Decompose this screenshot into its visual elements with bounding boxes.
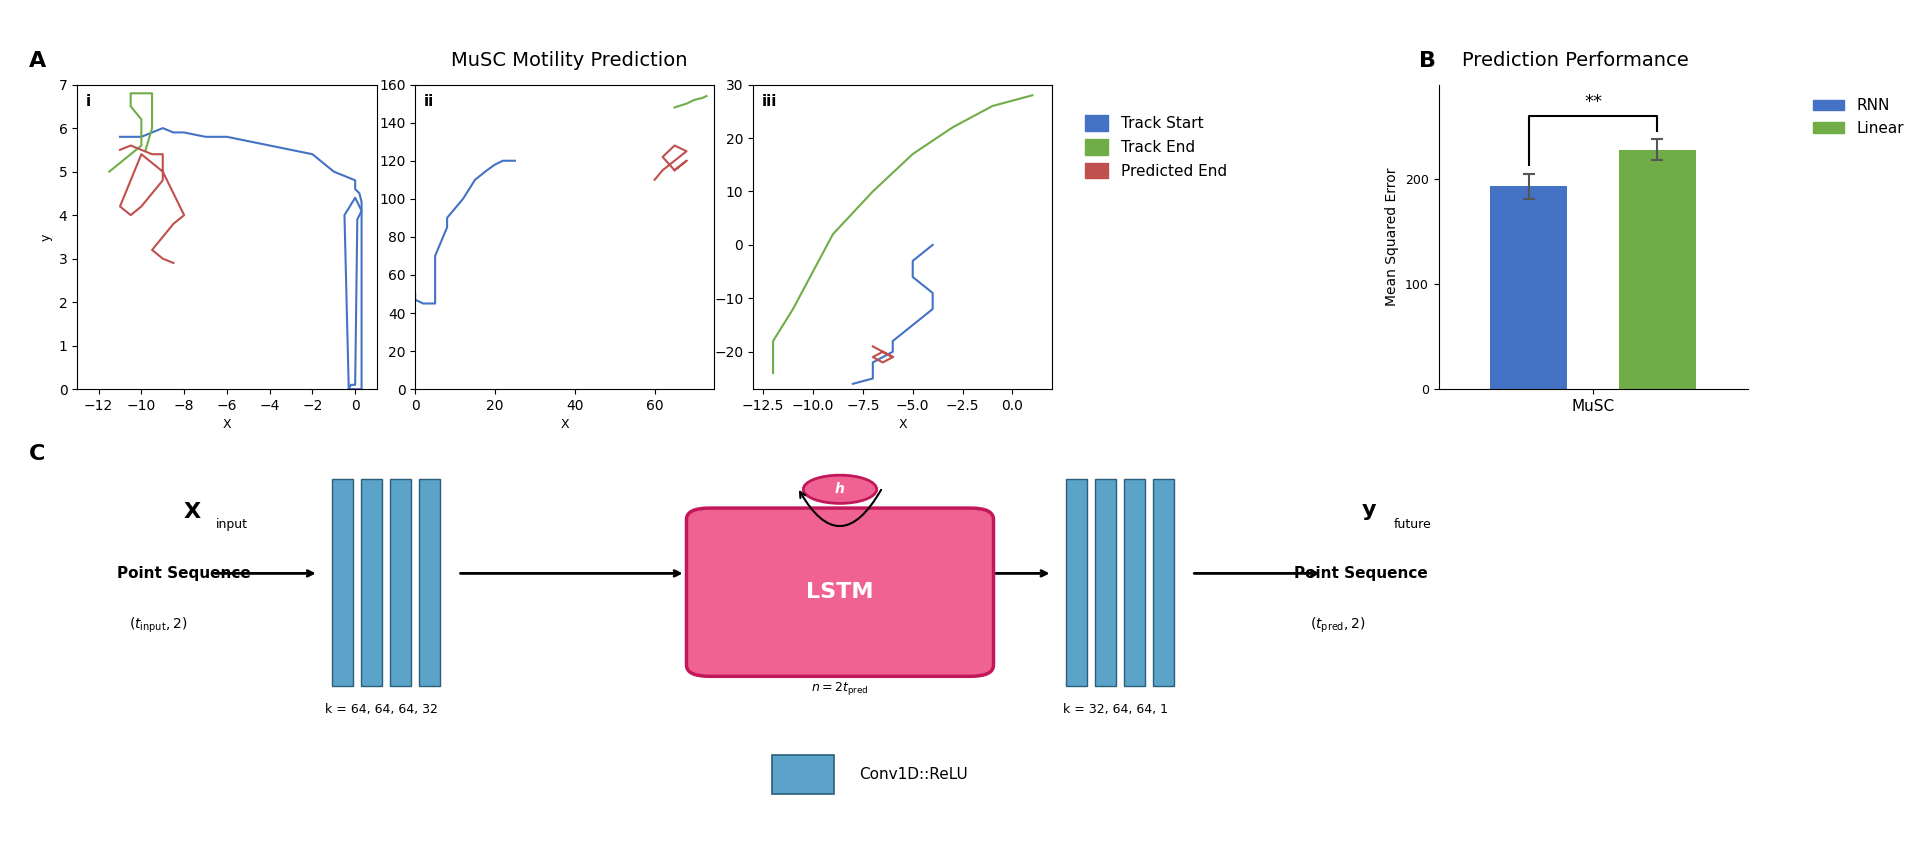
Text: B: B [1419,51,1436,71]
Text: Point Sequence: Point Sequence [116,566,251,581]
FancyBboxPatch shape [1065,480,1087,686]
Text: h: h [834,482,845,497]
FancyBboxPatch shape [772,755,834,794]
Text: MuSC Motility Prediction: MuSC Motility Prediction [452,51,687,69]
Text: **: ** [1583,93,1602,111]
FancyBboxPatch shape [390,480,411,686]
Text: $\mathbf{X}$: $\mathbf{X}$ [183,503,203,522]
FancyBboxPatch shape [332,480,353,686]
FancyBboxPatch shape [1094,480,1116,686]
X-axis label: X: X [560,419,569,431]
Text: input: input [216,518,249,531]
Ellipse shape [803,475,876,503]
Text: i: i [87,94,91,109]
Bar [1617,150,1695,389]
Text: C: C [29,444,44,464]
Text: iii: iii [762,94,778,109]
Text: Point Sequence: Point Sequence [1293,566,1428,581]
Text: $(t_{\rm pred}, 2)$: $(t_{\rm pred}, 2)$ [1310,615,1365,634]
Text: future: future [1393,518,1432,531]
Text: LSTM: LSTM [807,582,872,602]
Text: $\mathbf{y}$: $\mathbf{y}$ [1361,503,1376,522]
FancyBboxPatch shape [1123,480,1144,686]
FancyBboxPatch shape [687,508,992,676]
Text: Prediction Performance: Prediction Performance [1461,51,1687,69]
X-axis label: X: X [222,419,232,431]
Bar [1490,186,1567,389]
Text: ii: ii [425,94,434,109]
FancyBboxPatch shape [1152,480,1173,686]
FancyBboxPatch shape [419,480,440,686]
Text: $(t_{\rm input}, 2)$: $(t_{\rm input}, 2)$ [129,615,187,634]
Y-axis label: Mean Squared Error: Mean Squared Error [1384,168,1399,306]
Text: A: A [29,51,46,71]
FancyBboxPatch shape [361,480,382,686]
Y-axis label: y: y [41,233,52,240]
Text: k = 32, 64, 64, 1: k = 32, 64, 64, 1 [1062,703,1168,717]
Text: $n = 2t_{\rm pred}$: $n = 2t_{\rm pred}$ [811,680,869,697]
X-axis label: X: X [897,419,907,431]
Legend: Track Start, Track End, Predicted End: Track Start, Track End, Predicted End [1079,109,1231,184]
Text: k = 64, 64, 64, 32: k = 64, 64, 64, 32 [324,703,438,717]
Text: Conv1D::ReLU: Conv1D::ReLU [859,767,967,782]
Legend: RNN, Linear: RNN, Linear [1806,92,1909,142]
